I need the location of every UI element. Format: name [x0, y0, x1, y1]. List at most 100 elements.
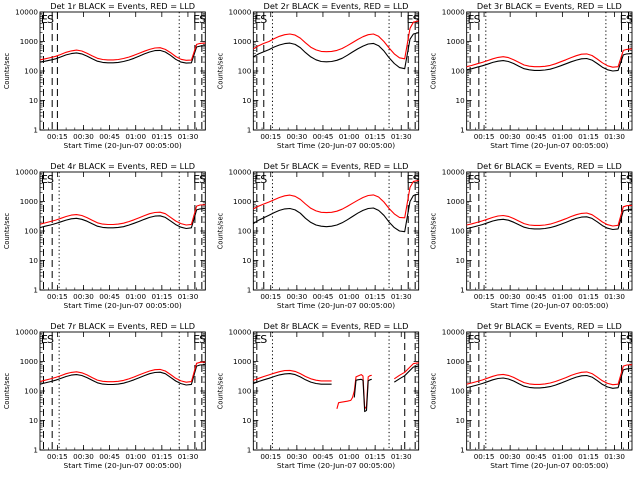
y-tick-label: 10	[29, 416, 39, 425]
plot-frame	[252, 171, 420, 291]
x-tick-label: 01:30	[178, 292, 199, 301]
x-tick-label: 00:45	[99, 452, 120, 461]
x-tick-label: 00:15	[474, 132, 495, 141]
y-tick-label: 100	[238, 67, 252, 76]
x-tick-label: 00:45	[99, 132, 120, 141]
y-tick-label: 100	[451, 227, 465, 236]
y-tick-label: 100	[238, 227, 252, 236]
series-line-lld	[39, 204, 206, 226]
y-tick-label: 1000	[20, 357, 39, 366]
series-line-lld	[466, 364, 633, 386]
series-line-events	[466, 53, 633, 72]
x-tick-label: 00:15	[474, 292, 495, 301]
y-tick-label: 10000	[442, 168, 465, 177]
x-axis-label: Start Time (20-Jun-07 00:05:00)	[64, 301, 182, 310]
series-line-events	[466, 367, 633, 389]
y-tick-label: 1000	[446, 37, 465, 46]
x-tick-label: 01:15	[578, 292, 599, 301]
annotation-letter: S	[199, 333, 206, 346]
annotation-letter: S	[260, 173, 267, 186]
x-tick-label: 00:15	[260, 452, 281, 461]
y-tick-label: 100	[24, 227, 38, 236]
x-tick-label: 00:30	[286, 452, 307, 461]
series-line-events	[39, 364, 206, 386]
chart-title: Det 6r BLACK = Events, RED = LLD	[477, 161, 622, 171]
x-tick-label: 01:00	[125, 452, 146, 461]
y-tick-label: 10000	[228, 8, 251, 17]
chart-title: Det 8r BLACK = Events, RED = LLD	[264, 321, 409, 331]
x-axis-label: Start Time (20-Jun-07 00:05:00)	[490, 301, 608, 310]
x-axis-label: Start Time (20-Jun-07 00:05:00)	[490, 461, 608, 470]
series-line-lld	[39, 361, 206, 383]
y-tick-label: 1	[33, 446, 38, 455]
series-line-events	[39, 207, 206, 230]
x-tick-label: 01:00	[339, 452, 360, 461]
y-tick-label: 10000	[442, 8, 465, 17]
annotation-letter: S	[626, 173, 633, 186]
annotation-letter: E	[254, 13, 261, 26]
y-tick-label: 10	[29, 256, 39, 265]
chart-title: Det 5r BLACK = Events, RED = LLD	[264, 161, 409, 171]
x-tick-label: 00:30	[73, 452, 94, 461]
annotation-letter: E	[468, 333, 475, 346]
chart-panel-5: Det 5r BLACK = Events, RED = LLD 1 10 100 10…	[216, 161, 419, 310]
annotation-letter: E	[41, 13, 48, 26]
x-tick-label: 01:15	[365, 452, 386, 461]
y-axis-label: Counts/sec	[3, 372, 11, 409]
x-tick-label: 00:15	[47, 292, 68, 301]
y-axis-label: Counts/sec	[216, 212, 224, 249]
annotation-letter: S	[260, 333, 267, 346]
y-tick-label: 10000	[442, 328, 465, 337]
y-tick-label: 1	[33, 286, 38, 295]
annotation-letter: S	[474, 173, 481, 186]
annotation-letter: E	[254, 333, 261, 346]
y-tick-label: 1000	[446, 357, 465, 366]
annotation-letter: E	[468, 13, 475, 26]
y-axis-label: Counts/sec	[430, 372, 438, 409]
y-tick-label: 10	[29, 96, 39, 105]
y-tick-label: 1	[460, 126, 465, 135]
series-line-lld	[253, 20, 419, 60]
x-tick-label: 01:30	[391, 452, 412, 461]
x-tick-label: 01:30	[391, 292, 412, 301]
y-axis-label: Counts/sec	[3, 212, 11, 249]
annotation-letter: S	[626, 13, 633, 26]
annotation-letter: E	[620, 173, 627, 186]
x-tick-label: 00:15	[260, 292, 281, 301]
y-tick-label: 100	[238, 387, 252, 396]
chart-panel-3: Det 3r BLACK = Events, RED = LLD 1 10 100 10…	[430, 1, 633, 150]
x-tick-label: 01:00	[339, 292, 360, 301]
annotation-letter: S	[47, 13, 54, 26]
plot-frame	[39, 11, 206, 131]
series-line-lld	[253, 362, 419, 382]
chart-title: Det 2r BLACK = Events, RED = LLD	[264, 1, 409, 11]
x-tick-label: 00:30	[286, 292, 307, 301]
y-tick-label: 10000	[228, 328, 251, 337]
plot-frame	[466, 11, 633, 131]
annotation-letter: S	[626, 333, 633, 346]
x-tick-label: 00:45	[313, 132, 334, 141]
x-tick-label: 00:15	[260, 132, 281, 141]
plot-frame	[466, 331, 633, 451]
series-line-lld	[253, 179, 419, 219]
annotation-letter: S	[47, 173, 54, 186]
chart-panel-8: Det 8r BLACK = Events, RED = LLD 1 10 100 10…	[216, 321, 420, 470]
y-tick-label: 1000	[233, 37, 252, 46]
y-tick-label: 1000	[20, 197, 39, 206]
annotation-letter: E	[193, 173, 200, 186]
x-tick-label: 00:30	[73, 292, 94, 301]
y-tick-label: 100	[451, 387, 465, 396]
x-tick-label: 01:30	[604, 452, 625, 461]
y-axis-label: Counts/sec	[430, 212, 438, 249]
annotation-letter: E	[254, 173, 261, 186]
series-line-events	[466, 208, 633, 231]
series-line-events	[39, 45, 206, 64]
x-tick-label: 00:30	[500, 292, 521, 301]
y-tick-label: 10000	[15, 168, 38, 177]
y-axis-label: Counts/sec	[430, 52, 438, 89]
annotation-letter: S	[474, 333, 481, 346]
y-tick-label: 1	[247, 286, 252, 295]
annotation-letter: S	[413, 173, 420, 186]
annotation-letter: E	[193, 333, 200, 346]
